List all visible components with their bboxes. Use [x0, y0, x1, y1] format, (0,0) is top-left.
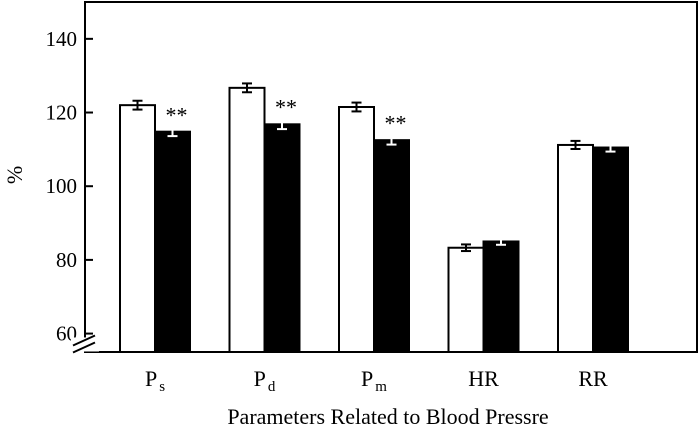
- bar-white: [228, 86, 266, 353]
- significance-label: **: [385, 111, 407, 136]
- bar-black: [373, 139, 410, 353]
- x-tick-label: HR: [468, 366, 499, 391]
- bar-white: [557, 143, 594, 353]
- y-axis-title: %: [2, 166, 27, 184]
- significance-label: **: [166, 102, 188, 127]
- y-tick-label: 140: [46, 27, 78, 51]
- y-tick-label: 120: [46, 101, 78, 125]
- axis-break-gap: [71, 337, 99, 352]
- significance-label: **: [275, 95, 297, 120]
- bar-white: [447, 246, 485, 354]
- bar-black: [592, 146, 629, 353]
- bar-white: [119, 104, 156, 353]
- x-tick-label: RR: [578, 366, 608, 391]
- x-axis-title: Parameters Related to Blood Pressre: [227, 404, 548, 429]
- y-tick-label: 80: [56, 248, 77, 272]
- bar-black: [263, 123, 301, 353]
- bar-white: [338, 106, 375, 353]
- bar-black: [154, 130, 191, 353]
- axis-break-mark: [72, 341, 96, 354]
- y-tick-label: 100: [46, 174, 78, 198]
- axis-break-mark: [72, 334, 96, 347]
- bar-black: [482, 240, 520, 353]
